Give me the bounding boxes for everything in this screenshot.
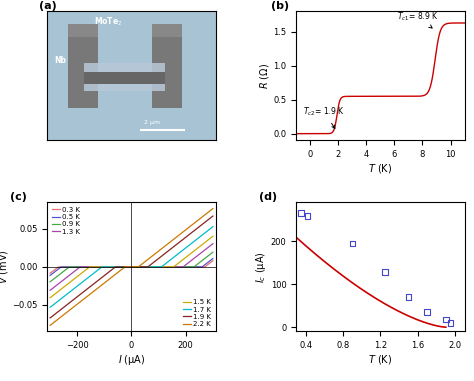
Point (348, 240, 356, 247)
Point (304, 213, 311, 219)
Y-axis label: $I_c$ (μA): $I_c$ (μA) (254, 251, 268, 283)
Text: (b): (b) (271, 1, 289, 11)
Point (442, 316, 450, 322)
X-axis label: $I$ (μA): $I$ (μA) (118, 353, 146, 367)
Bar (84, 63, 165, 91)
Text: $T_{c2}$= 1.9 K: $T_{c2}$= 1.9 K (303, 106, 345, 128)
Point (297, 210, 305, 216)
Text: Nb: Nb (54, 56, 66, 65)
X-axis label: $T$ (K): $T$ (K) (368, 162, 392, 175)
Text: 2 μm: 2 μm (144, 120, 160, 125)
Text: (a): (a) (39, 1, 57, 11)
Y-axis label: $V$ (mV): $V$ (mV) (0, 250, 9, 284)
Bar (152, 24, 182, 108)
Bar (84, 72, 165, 84)
Bar (68, 24, 98, 108)
Bar (152, 24, 182, 37)
Point (447, 320, 454, 326)
Text: $T_{c1}$= 8.9 K: $T_{c1}$= 8.9 K (397, 11, 439, 28)
Point (423, 309, 431, 315)
Point (381, 269, 389, 275)
Text: (d): (d) (259, 192, 277, 202)
Y-axis label: $R$ (Ω): $R$ (Ω) (258, 63, 271, 89)
Point (405, 294, 412, 300)
Legend: 1.5 K, 1.7 K, 1.9 K, 2.2 K: 1.5 K, 1.7 K, 1.9 K, 2.2 K (182, 298, 212, 328)
X-axis label: $T$ (K): $T$ (K) (368, 353, 392, 366)
Text: MoTe$_2$: MoTe$_2$ (94, 15, 123, 28)
Bar (68, 24, 98, 37)
Text: (c): (c) (10, 192, 27, 202)
